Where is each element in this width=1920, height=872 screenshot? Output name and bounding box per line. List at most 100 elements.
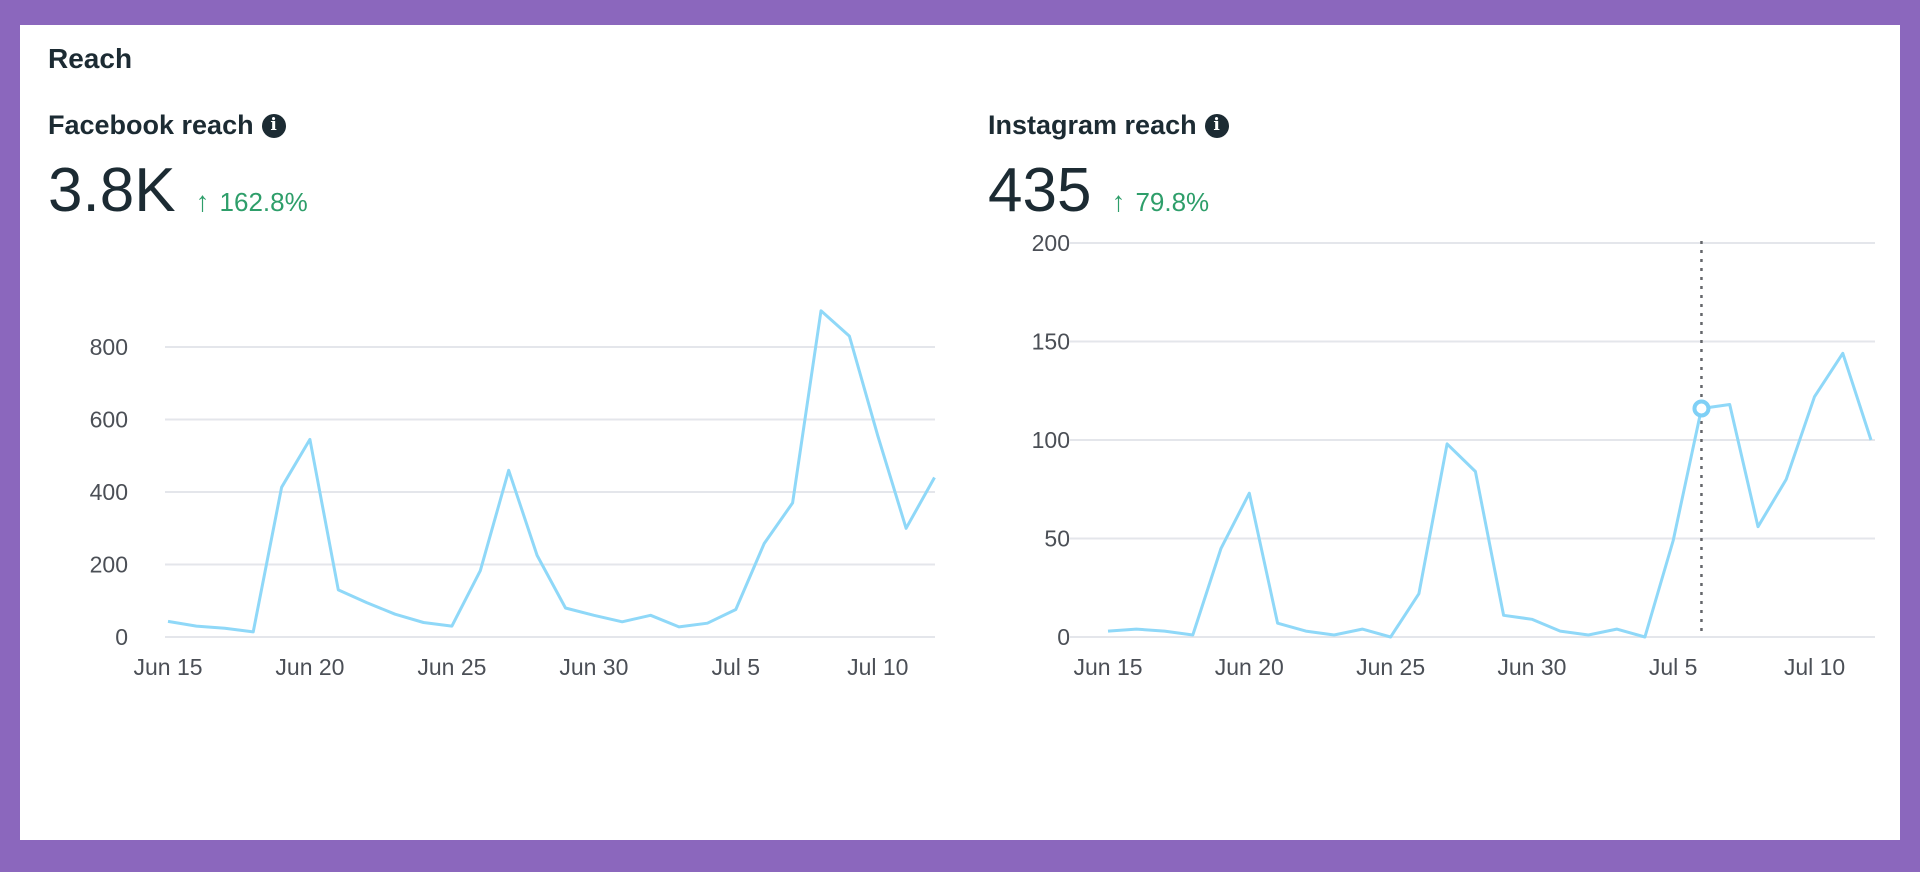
data-point[interactable] bbox=[616, 616, 628, 628]
arrow-up-icon: ↑ bbox=[1111, 186, 1126, 217]
data-point[interactable] bbox=[190, 620, 202, 632]
data-point[interactable] bbox=[1780, 473, 1792, 485]
instagram-reach-panel: Instagram reach i 435 ↑ 79.8% 0 50 100 150 2… bbox=[940, 25, 1900, 840]
data-point[interactable] bbox=[1667, 534, 1679, 546]
y-tick-label: 400 bbox=[90, 479, 128, 505]
data-point[interactable] bbox=[162, 615, 174, 627]
info-icon[interactable]: i bbox=[261, 113, 286, 138]
facebook-reach-change-value: 162.8% bbox=[219, 187, 308, 217]
data-point[interactable] bbox=[1300, 625, 1312, 637]
data-point[interactable] bbox=[1243, 487, 1255, 499]
data-point[interactable] bbox=[1582, 629, 1594, 641]
data-point[interactable] bbox=[1837, 347, 1849, 359]
arrow-up-icon: ↑ bbox=[195, 186, 210, 217]
data-point[interactable] bbox=[673, 621, 685, 633]
data-point[interactable] bbox=[588, 609, 600, 621]
data-point[interactable] bbox=[1865, 434, 1877, 446]
x-tick-label: Jul 10 bbox=[1784, 654, 1845, 680]
instagram-reach-change: ↑ 79.8% bbox=[1111, 186, 1209, 218]
x-tick-label: Jun 25 bbox=[1356, 654, 1425, 680]
data-point[interactable] bbox=[1102, 625, 1114, 637]
data-point[interactable] bbox=[1159, 625, 1171, 637]
data-point[interactable] bbox=[872, 430, 884, 442]
x-tick-label: Jul 5 bbox=[712, 654, 761, 680]
instagram-reach-value: 435 bbox=[988, 156, 1092, 225]
y-tick-label: 0 bbox=[115, 624, 128, 650]
x-tick-label: Jun 20 bbox=[275, 654, 344, 680]
data-point[interactable] bbox=[332, 584, 344, 596]
instagram-reach-chart[interactable]: 0 50 100 150 200 Jun 15 Jun 20 Jun 25 Jun 30 Jul … bbox=[940, 25, 1900, 840]
data-point[interactable] bbox=[1724, 399, 1736, 411]
data-point[interactable] bbox=[361, 597, 373, 609]
data-point[interactable] bbox=[1469, 466, 1481, 478]
info-icon[interactable]: i bbox=[1204, 113, 1229, 138]
data-point[interactable] bbox=[815, 305, 827, 317]
x-tick-label: Jun 15 bbox=[1073, 654, 1142, 680]
data-point[interactable] bbox=[1130, 623, 1142, 635]
data-point[interactable] bbox=[1215, 542, 1227, 554]
x-tick-label: Jun 25 bbox=[417, 654, 486, 680]
y-tick-label: 800 bbox=[90, 334, 128, 360]
data-point[interactable] bbox=[503, 464, 515, 476]
data-point[interactable] bbox=[645, 609, 657, 621]
data-point[interactable] bbox=[1187, 629, 1199, 641]
instagram-reach-metric: 435 ↑ 79.8% bbox=[988, 155, 1209, 226]
y-tick-label: 100 bbox=[1032, 427, 1070, 453]
facebook-reach-panel: Facebook reach i 3.8K ↑ 162.8% 0 200 400 60… bbox=[20, 25, 960, 840]
data-point[interactable] bbox=[843, 330, 855, 342]
data-point[interactable] bbox=[418, 617, 430, 629]
facebook-reach-chart[interactable]: 0 200 400 600 800 Jun 15 Jun 20 Jun 25 Jun 30 Jul… bbox=[20, 25, 960, 840]
y-tick-label: 0 bbox=[1057, 624, 1070, 650]
data-point[interactable] bbox=[1809, 391, 1821, 403]
y-tick-label: 150 bbox=[1032, 329, 1070, 355]
y-tick-label: 200 bbox=[90, 552, 128, 578]
data-point[interactable] bbox=[247, 626, 259, 638]
data-point[interactable] bbox=[389, 608, 401, 620]
instagram-reach-title: Instagram reach i bbox=[988, 110, 1229, 141]
data-point[interactable] bbox=[276, 481, 288, 493]
data-point[interactable] bbox=[531, 549, 543, 561]
data-point[interactable] bbox=[304, 433, 316, 445]
facebook-reach-metric: 3.8K ↑ 162.8% bbox=[48, 155, 308, 226]
x-tick-label: Jul 10 bbox=[847, 654, 908, 680]
x-tick-label: Jun 20 bbox=[1215, 654, 1284, 680]
facebook-reach-change: ↑ 162.8% bbox=[196, 186, 308, 218]
data-point[interactable] bbox=[900, 522, 912, 534]
y-tick-label: 50 bbox=[1044, 526, 1070, 552]
x-tick-label: Jun 30 bbox=[1497, 654, 1566, 680]
data-point[interactable] bbox=[446, 620, 458, 632]
instagram-reach-change-value: 79.8% bbox=[1135, 187, 1210, 217]
data-point[interactable] bbox=[1498, 609, 1510, 621]
data-point[interactable] bbox=[1272, 617, 1284, 629]
data-point[interactable] bbox=[758, 537, 770, 549]
x-tick-label: Jul 5 bbox=[1649, 654, 1698, 680]
facebook-reach-title-text: Facebook reach bbox=[48, 110, 254, 140]
data-point[interactable] bbox=[559, 602, 571, 614]
data-point[interactable] bbox=[929, 472, 941, 484]
data-point[interactable] bbox=[474, 565, 486, 577]
data-point[interactable] bbox=[1328, 629, 1340, 641]
y-tick-label: 600 bbox=[90, 407, 128, 433]
facebook-reach-title: Facebook reach i bbox=[48, 110, 286, 141]
series-line[interactable] bbox=[1107, 351, 1873, 639]
section-title: Reach bbox=[48, 43, 133, 74]
reach-card: Reach Facebook reach i 3.8K ↑ 162.8% 0 20… bbox=[20, 25, 1900, 840]
data-point[interactable] bbox=[1639, 631, 1651, 643]
data-point[interactable] bbox=[1385, 631, 1397, 643]
data-point[interactable] bbox=[1526, 613, 1538, 625]
data-point[interactable] bbox=[1611, 623, 1623, 635]
y-tick-label: 200 bbox=[1032, 230, 1070, 256]
x-tick-label: Jun 30 bbox=[559, 654, 628, 680]
data-point[interactable] bbox=[1752, 521, 1764, 533]
series-line[interactable] bbox=[167, 309, 936, 634]
data-point[interactable] bbox=[219, 622, 231, 634]
data-point[interactable] bbox=[1441, 438, 1453, 450]
data-point[interactable] bbox=[1554, 625, 1566, 637]
data-point[interactable] bbox=[787, 497, 799, 509]
hover-data-point[interactable] bbox=[1692, 399, 1711, 418]
data-point[interactable] bbox=[701, 617, 713, 629]
facebook-reach-value: 3.8K bbox=[48, 156, 176, 225]
data-point[interactable] bbox=[1356, 623, 1368, 635]
data-point[interactable] bbox=[1413, 588, 1425, 600]
data-point[interactable] bbox=[730, 603, 742, 615]
